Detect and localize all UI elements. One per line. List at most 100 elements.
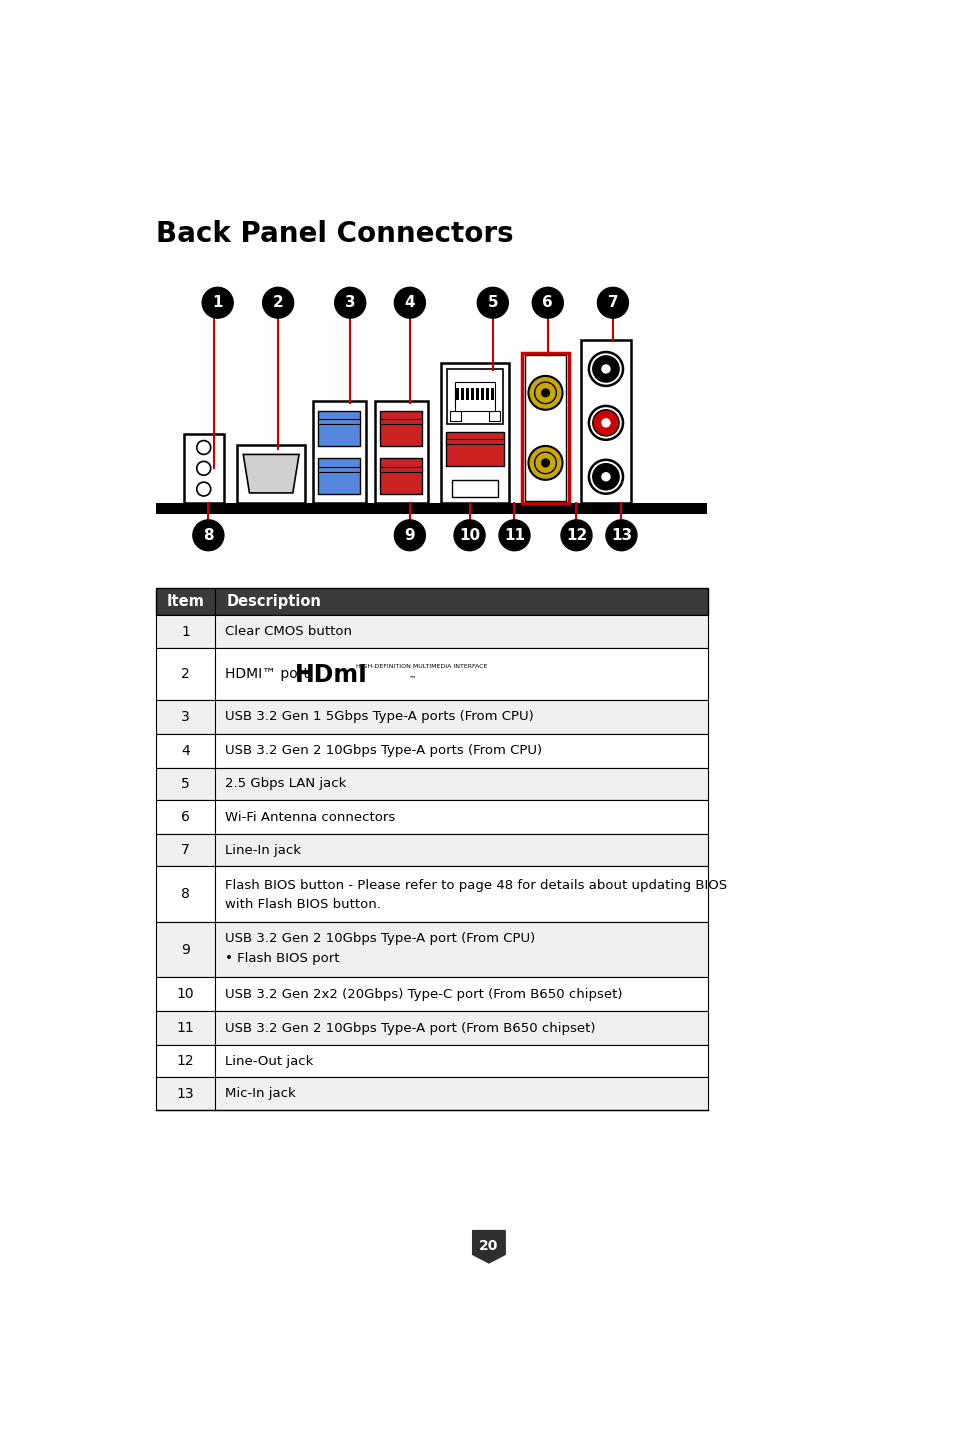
Bar [156, 503, 706, 514]
Circle shape [599, 418, 611, 428]
Text: 12: 12 [176, 1054, 194, 1068]
Circle shape [592, 464, 618, 490]
Bar [156, 735, 707, 768]
Bar [380, 411, 422, 445]
Bar [156, 833, 707, 866]
Bar [488, 411, 499, 421]
Circle shape [335, 288, 365, 318]
Text: USB 3.2 Gen 2x2 (20Gbps) Type-C port (From B650 chipset): USB 3.2 Gen 2x2 (20Gbps) Type-C port (Fr… [225, 988, 622, 1001]
Text: Flash BIOS button - Please refer to page 48 for details about updating BIOS: Flash BIOS button - Please refer to page… [225, 879, 727, 892]
Circle shape [394, 520, 425, 551]
Text: 5: 5 [487, 295, 497, 311]
Bar [318, 420, 360, 424]
Bar [236, 445, 305, 503]
Bar [452, 480, 497, 497]
Circle shape [588, 460, 622, 494]
Circle shape [196, 441, 211, 454]
Text: • Flash BIOS port: • Flash BIOS port [225, 952, 339, 965]
Circle shape [588, 352, 622, 385]
Bar [485, 388, 488, 400]
Text: 6: 6 [181, 811, 190, 823]
Text: 20: 20 [478, 1239, 498, 1253]
Circle shape [262, 288, 294, 318]
Text: 2: 2 [181, 667, 190, 680]
Bar [318, 467, 360, 473]
Text: 9: 9 [404, 528, 415, 543]
Circle shape [541, 390, 549, 397]
Bar [580, 339, 630, 503]
Circle shape [599, 364, 611, 374]
Circle shape [597, 288, 628, 318]
Bar [156, 1077, 707, 1110]
Bar [380, 467, 422, 473]
Text: Description: Description [226, 594, 321, 609]
Text: 2: 2 [273, 295, 283, 311]
Text: with Flash BIOS button.: with Flash BIOS button. [225, 898, 381, 911]
Text: 3: 3 [345, 295, 355, 311]
Bar [521, 352, 568, 503]
Bar [476, 388, 478, 400]
Text: USB 3.2 Gen 2 10Gbps Type-A port (From CPU): USB 3.2 Gen 2 10Gbps Type-A port (From C… [225, 932, 536, 945]
Bar [465, 388, 468, 400]
Bar [375, 401, 427, 503]
Bar [480, 388, 483, 400]
Circle shape [532, 288, 562, 318]
Text: 4: 4 [404, 295, 415, 311]
Circle shape [599, 471, 611, 483]
Bar [156, 647, 707, 700]
Text: Mic-In jack: Mic-In jack [225, 1087, 295, 1100]
Bar [183, 434, 224, 503]
Text: 13: 13 [610, 528, 631, 543]
Text: 4: 4 [181, 743, 190, 758]
Bar [446, 440, 503, 444]
Text: 6: 6 [542, 295, 553, 311]
Text: 11: 11 [503, 528, 524, 543]
Bar [455, 382, 495, 411]
Bar [446, 432, 503, 465]
Text: 1: 1 [181, 624, 190, 639]
Circle shape [476, 288, 508, 318]
Bar [313, 401, 365, 503]
Bar [460, 388, 463, 400]
Circle shape [454, 520, 484, 551]
Bar [440, 362, 509, 503]
Text: Wi-Fi Antenna connectors: Wi-Fi Antenna connectors [225, 811, 395, 823]
Text: 7: 7 [181, 843, 190, 858]
Polygon shape [472, 1230, 505, 1263]
Text: 8: 8 [181, 886, 190, 901]
Bar [318, 458, 360, 494]
Text: ™: ™ [409, 674, 416, 683]
Text: 7: 7 [607, 295, 618, 311]
Text: 1: 1 [213, 295, 223, 311]
Bar [156, 922, 707, 977]
Circle shape [592, 357, 618, 382]
Circle shape [528, 375, 562, 410]
Bar [156, 1045, 707, 1077]
Circle shape [196, 483, 211, 495]
Bar [156, 977, 707, 1011]
Bar [156, 616, 707, 647]
Bar [456, 388, 458, 400]
Circle shape [560, 520, 592, 551]
Circle shape [196, 461, 211, 475]
Text: 3: 3 [181, 710, 190, 725]
Text: 9: 9 [181, 942, 190, 957]
Circle shape [202, 288, 233, 318]
Text: Back Panel Connectors: Back Panel Connectors [156, 219, 514, 248]
Text: 12: 12 [565, 528, 586, 543]
Text: Line-Out jack: Line-Out jack [225, 1055, 314, 1068]
Text: USB 3.2 Gen 1 5Gbps Type-A ports (From CPU): USB 3.2 Gen 1 5Gbps Type-A ports (From C… [225, 710, 534, 723]
Bar [156, 768, 707, 800]
Text: USB 3.2 Gen 2 10Gbps Type-A port (From B650 chipset): USB 3.2 Gen 2 10Gbps Type-A port (From B… [225, 1021, 596, 1034]
Bar [156, 1011, 707, 1045]
Bar [450, 411, 460, 421]
Text: HDmI: HDmI [294, 663, 368, 687]
Bar [470, 388, 474, 400]
Text: HDMI™ port: HDMI™ port [225, 667, 309, 680]
Circle shape [534, 453, 556, 474]
Text: 11: 11 [176, 1021, 194, 1035]
Bar [156, 587, 707, 616]
Text: 8: 8 [203, 528, 213, 543]
Text: USB 3.2 Gen 2 10Gbps Type-A ports (From CPU): USB 3.2 Gen 2 10Gbps Type-A ports (From … [225, 745, 542, 758]
Text: 5: 5 [181, 778, 190, 790]
